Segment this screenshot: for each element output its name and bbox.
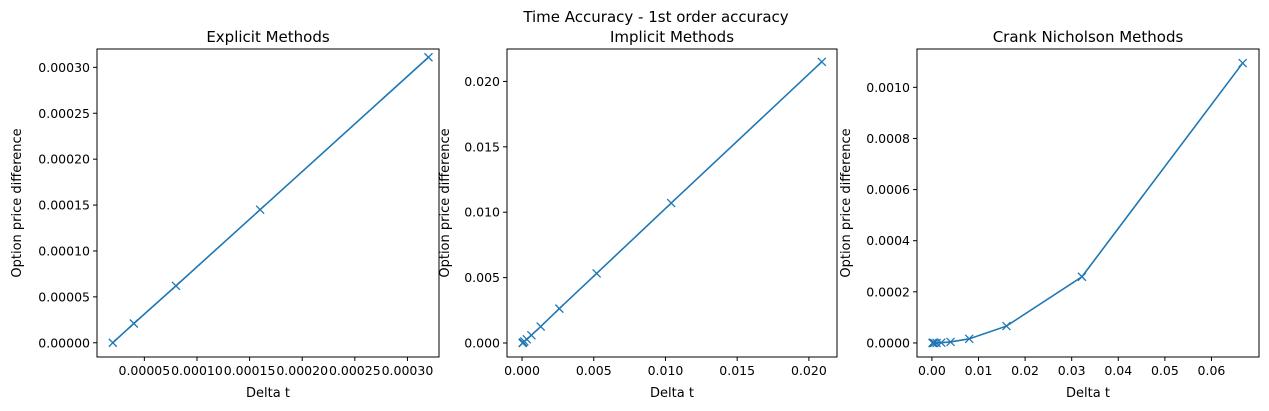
x-tick-label: 0.020 [791,363,827,378]
axes-frame [916,48,1260,358]
panel-title: Implicit Methods [610,28,734,46]
y-tick-label: 0.00005 [38,289,90,304]
data-point [1238,58,1248,68]
x-tick-label: 0.00020 [276,363,328,378]
x-tick-label: 0.05 [1151,363,1179,378]
y-tick-label: 0.00030 [38,60,90,75]
y-tick-label: 0.0004 [866,233,910,248]
panel-3: Crank Nicholson Methods 0.00 0.01 0.02 0.03 0… [839,28,1260,401]
data-point [928,338,938,348]
panel-2: Implicit Methods 0.000 0.005 0.010 0.015 0.02… [438,28,838,401]
data-point [536,322,546,331]
x-axis-label: Delta t [246,386,290,401]
data-point [592,268,602,278]
x-tick-label: 0.03 [1058,363,1086,378]
data-point [946,337,956,347]
x-tick-label: 0.00010 [171,363,223,378]
y-axis-label: Option price difference [438,128,453,277]
x-tick-label: 0.00015 [224,363,276,378]
data-point [108,338,118,348]
data-point [1002,321,1011,331]
y-tick-label: 0.0010 [866,80,910,95]
x-tick-label: 0.005 [576,363,612,378]
x-tick-label: 0.00025 [329,363,381,378]
x-tick-label: 0.00 [918,363,946,378]
x-tick-label: 0.00030 [382,363,434,378]
data-point [817,57,827,67]
x-tick-label: 0.010 [648,363,684,378]
data-point [666,198,676,208]
y-axis-label: Option price difference [839,128,854,277]
x-tick-label: 0.02 [1011,363,1039,378]
data-point [424,52,433,62]
y-tick-label: 0.020 [464,74,500,89]
x-tick-label: 0.00005 [119,363,171,378]
data-point [171,281,181,291]
y-tick-label: 0.00025 [38,106,90,121]
data-point [964,334,974,344]
x-axis-label: Delta t [650,386,694,401]
panel-title: Explicit Methods [206,28,330,46]
axes-frame [96,48,440,358]
y-tick-label: 0.000 [464,336,500,351]
panel-title: Crank Nicholson Methods [993,28,1184,46]
y-axis-label: Option price difference [10,128,25,277]
series-line [932,62,1244,344]
y-tick-label: 0.00010 [38,243,90,258]
x-tick-label: 0.000 [504,363,540,378]
y-tick-label: 0.0002 [866,284,910,299]
y-tick-label: 0.010 [464,205,500,220]
y-tick-label: 0.005 [464,270,500,285]
data-point [554,304,564,314]
y-tick-label: 0.0008 [866,131,910,146]
y-tick-label: 0.00000 [38,335,90,350]
x-tick-label: 0.01 [965,363,993,378]
y-tick-label: 0.00015 [38,198,90,213]
figure-suptitle: Time Accuracy - 1st order accuracy [522,8,788,26]
x-axis-label: Delta t [1066,386,1110,401]
y-tick-label: 0.0006 [866,182,910,197]
data-point [526,330,536,340]
series-line [112,56,430,344]
x-tick-label: 0.015 [719,363,755,378]
axes-frame [506,48,838,358]
y-tick-label: 0.015 [464,139,500,154]
data-point [1077,272,1087,282]
x-tick-label: 0.04 [1104,363,1132,378]
data-point [929,338,939,348]
x-tick-label: 0.06 [1198,363,1226,378]
data-point [129,319,139,328]
y-tick-label: 0.0000 [866,335,910,350]
data-point [255,205,265,215]
data-point [936,338,946,348]
y-tick-label: 0.00020 [38,152,90,167]
